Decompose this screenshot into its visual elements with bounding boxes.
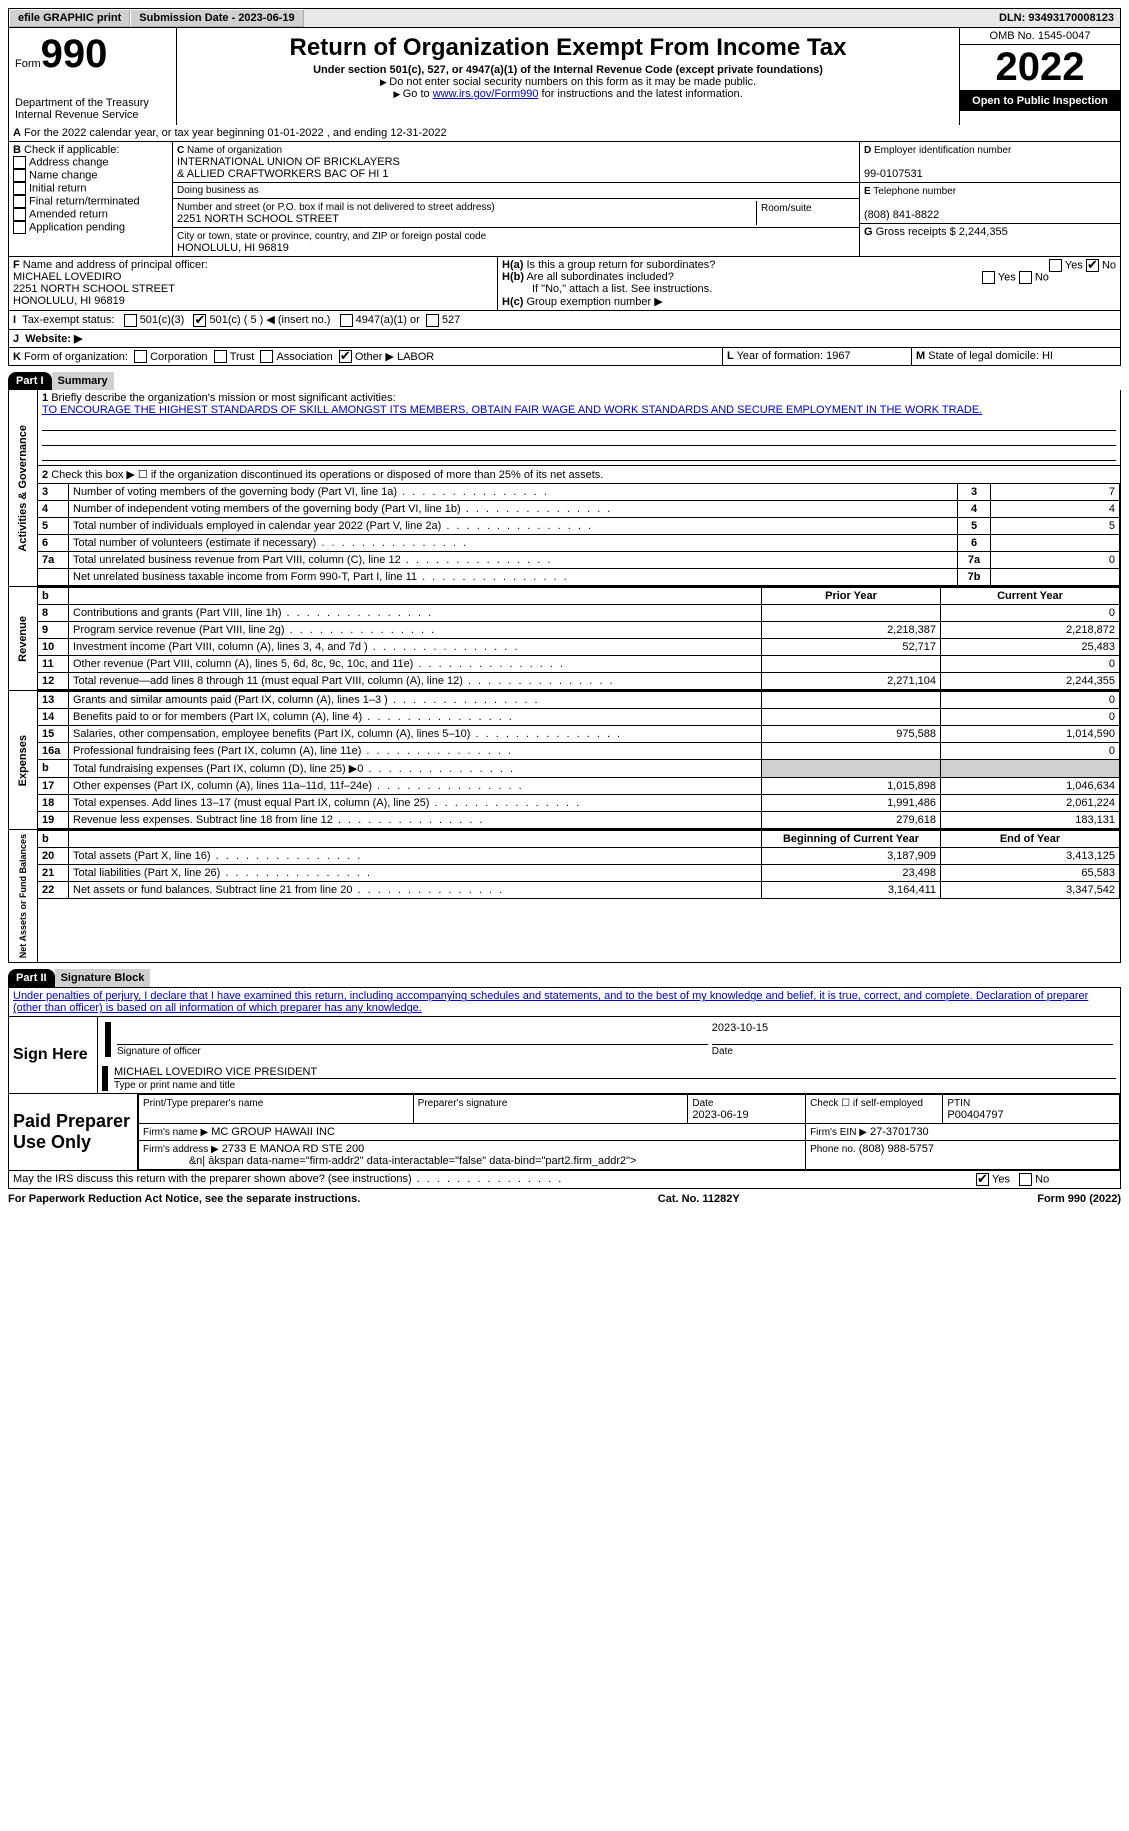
501c3-checkbox[interactable] (124, 314, 137, 327)
501c-checkbox[interactable] (193, 314, 206, 327)
hb-yes-checkbox[interactable] (982, 271, 995, 284)
ein-value: 99-0107531 (864, 168, 923, 180)
efile-button[interactable]: efile GRAPHIC print (9, 9, 130, 27)
org-name-1: INTERNATIONAL UNION OF BRICKLAYERS (177, 156, 400, 168)
open-inspection: Open to Public Inspection (960, 91, 1120, 111)
form-number: 990 (41, 32, 108, 76)
exp-label: Expenses (15, 731, 31, 790)
corp-checkbox[interactable] (134, 350, 147, 363)
header-left: Form990 Department of the Treasury Inter… (9, 28, 177, 125)
amended-return-checkbox[interactable] (13, 208, 26, 221)
section-governance: Activities & Governance 1 Briefly descri… (8, 390, 1121, 587)
year-formation: 1967 (826, 350, 850, 362)
header-center: Return of Organization Exempt From Incom… (177, 28, 960, 125)
discuss-yes-checkbox[interactable] (976, 1173, 989, 1186)
ssn-note: Do not enter social security numbers on … (183, 76, 953, 88)
paid-preparer-label: Paid Preparer Use Only (9, 1094, 138, 1170)
4947-checkbox[interactable] (340, 314, 353, 327)
paid-preparer-block: Paid Preparer Use Only Print/Type prepar… (8, 1094, 1121, 1171)
box-b: B Check if applicable: Address change Na… (9, 142, 173, 256)
irs-label: Internal Revenue Service (15, 109, 170, 121)
net-label: Net Assets or Fund Balances (16, 830, 30, 962)
discuss-no-checkbox[interactable] (1019, 1173, 1032, 1186)
rev-label: Revenue (15, 612, 31, 666)
form-header: Form990 Department of the Treasury Inter… (8, 28, 1121, 125)
form-footer: Form 990 (2022) (1037, 1193, 1121, 1205)
form-title: Return of Organization Exempt From Incom… (183, 34, 953, 62)
hb-no-checkbox[interactable] (1019, 271, 1032, 284)
app-pending-checkbox[interactable] (13, 221, 26, 234)
box-c: C Name of organization INTERNATIONAL UNI… (173, 142, 860, 256)
mission-text: TO ENCOURAGE THE HIGHEST STANDARDS OF SK… (42, 404, 982, 416)
dba-label: Doing business as (173, 183, 859, 199)
section-expenses: Expenses 13 Grants and similar amounts p… (8, 691, 1121, 830)
box-f: F Name and address of principal officer:… (9, 257, 498, 310)
section-revenue: Revenue b Prior Year Current Year8 Contr… (8, 587, 1121, 691)
revenue-table: b Prior Year Current Year8 Contributions… (38, 587, 1120, 690)
name-change-checkbox[interactable] (13, 169, 26, 182)
box-deg: D Employer identification number 99-0107… (860, 142, 1120, 256)
page-footer: For Paperwork Reduction Act Notice, see … (8, 1193, 1121, 1205)
sign-here-label: Sign Here (9, 1017, 98, 1093)
initial-return-checkbox[interactable] (13, 182, 26, 195)
form-subtitle: Under section 501(c), 527, or 4947(a)(1)… (183, 64, 953, 76)
officer-name: MICHAEL LOVEDIRO (13, 271, 121, 283)
addr-change-checkbox[interactable] (13, 156, 26, 169)
org-street: 2251 NORTH SCHOOL STREET (177, 213, 339, 225)
netassets-table: b Beginning of Current Year End of Year2… (38, 830, 1120, 899)
officer-street: 2251 NORTH SCHOOL STREET (13, 283, 175, 295)
tax-year: 2022 (960, 45, 1120, 91)
part-1-header: Part ISummary (8, 366, 1121, 390)
line-a: A For the 2022 calendar year, or tax yea… (8, 125, 1121, 142)
dln-label: DLN: 93493170008123 (993, 9, 1120, 27)
dept-treasury: Department of the Treasury (15, 97, 170, 109)
room-suite-label: Room/suite (757, 201, 855, 225)
box-i: I Tax-exempt status: 501(c)(3) 501(c) ( … (8, 311, 1121, 330)
final-return-checkbox[interactable] (13, 195, 26, 208)
box-klm: K Form of organization: Corporation Trus… (8, 348, 1121, 367)
trust-checkbox[interactable] (214, 350, 227, 363)
box-h: H(a) Is this a group return for subordin… (498, 257, 1120, 310)
governance-table: 3 Number of voting members of the govern… (38, 483, 1120, 586)
perjury-declaration: Under penalties of perjury, I declare th… (9, 988, 1120, 1016)
firm-name: MC GROUP HAWAII INC (211, 1126, 335, 1138)
ha-no-checkbox[interactable] (1086, 259, 1099, 272)
firm-ein: 27-3701730 (870, 1126, 929, 1138)
part-2-header: Part IISignature Block (8, 963, 1121, 987)
sign-here-block: Sign Here Signature of officer 2023-10-1… (8, 1017, 1121, 1094)
officer-city: HONOLULU, HI 96819 (13, 295, 125, 307)
expenses-table: 13 Grants and similar amounts paid (Part… (38, 691, 1120, 829)
goto-note: Go to www.irs.gov/Form990 for instructio… (183, 88, 953, 100)
ptin-value: P00404797 (947, 1109, 1003, 1121)
preparer-table: Print/Type preparer's name Preparer's si… (138, 1094, 1120, 1170)
officer-printed: MICHAEL LOVEDIRO VICE PRESIDENT (114, 1066, 1116, 1079)
omb-number: OMB No. 1545-0047 (960, 28, 1120, 45)
gov-label: Activities & Governance (15, 421, 31, 556)
assoc-checkbox[interactable] (260, 350, 273, 363)
bcdeg-block: B Check if applicable: Address change Na… (8, 142, 1121, 257)
form-word: Form (15, 58, 41, 70)
cat-no: Cat. No. 11282Y (658, 1193, 740, 1205)
org-name-2: & ALLIED CRAFTWORKERS BAC OF HI 1 (177, 168, 389, 180)
box-j: J Website: ▶ (8, 330, 1121, 348)
org-city: HONOLULU, HI 96819 (177, 242, 289, 254)
section-netassets: Net Assets or Fund Balances b Beginning … (8, 830, 1121, 963)
submission-date: Submission Date - 2023-06-19 (130, 9, 303, 27)
other-checkbox[interactable] (339, 350, 352, 363)
header-right: OMB No. 1545-0047 2022 Open to Public In… (960, 28, 1120, 125)
firm-addr1: 2733 E MANOA RD STE 200 (222, 1143, 364, 1155)
state-domicile: HI (1042, 350, 1053, 362)
paperwork-notice: For Paperwork Reduction Act Notice, see … (8, 1193, 360, 1205)
firm-phone: (808) 988-5757 (859, 1143, 934, 1155)
ha-yes-checkbox[interactable] (1049, 259, 1062, 272)
top-bar: efile GRAPHIC print Submission Date - 20… (8, 8, 1121, 28)
discuss-row: May the IRS discuss this return with the… (8, 1171, 1121, 1189)
irs-link[interactable]: www.irs.gov/Form990 (433, 88, 539, 100)
phone-value: (808) 841-8822 (864, 209, 939, 221)
gross-receipts: 2,244,355 (959, 226, 1008, 238)
527-checkbox[interactable] (426, 314, 439, 327)
sig-date: 2023-10-15 (712, 1022, 1113, 1045)
fh-block: F Name and address of principal officer:… (8, 257, 1121, 311)
